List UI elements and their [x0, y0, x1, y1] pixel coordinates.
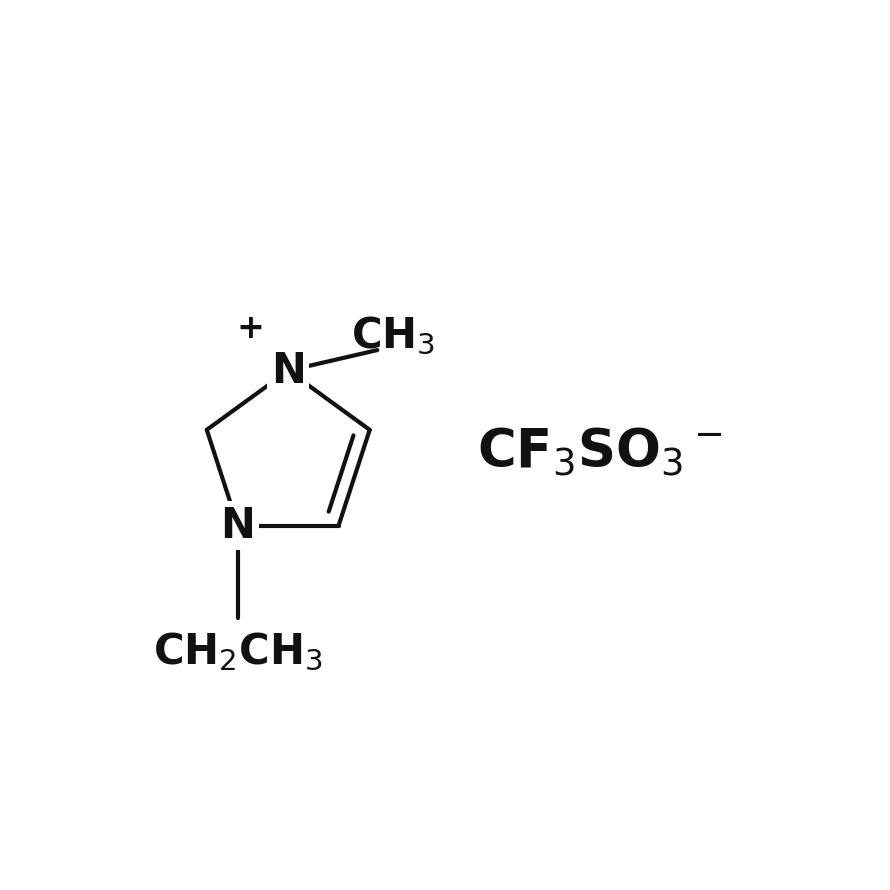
Text: N: N [271, 350, 305, 392]
Text: CH$_3$: CH$_3$ [351, 315, 435, 358]
Text: +: + [237, 312, 264, 344]
Text: CF$_3$SO$_3$$^-$: CF$_3$SO$_3$$^-$ [477, 426, 722, 480]
Text: CH$_2$CH$_3$: CH$_2$CH$_3$ [153, 631, 323, 674]
Text: N: N [221, 505, 255, 546]
